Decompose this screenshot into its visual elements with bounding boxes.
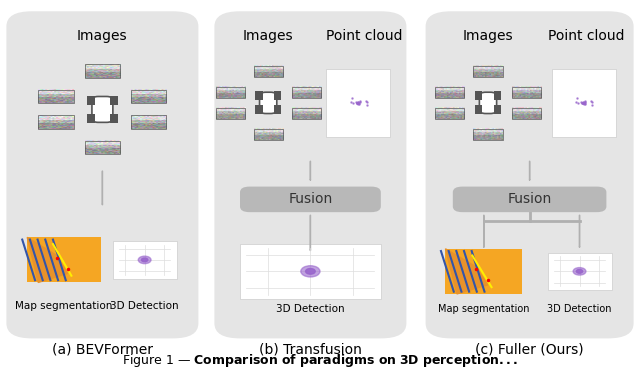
FancyBboxPatch shape [214, 11, 406, 338]
Text: (b) Transfusion: (b) Transfusion [259, 343, 362, 357]
Text: Point cloud: Point cloud [547, 29, 624, 43]
Bar [548, 253, 612, 290]
Circle shape [138, 256, 151, 264]
Bar [87, 96, 95, 105]
Text: Images: Images [77, 29, 128, 43]
Bar [511, 108, 541, 119]
Bar [38, 90, 74, 103]
Bar [84, 64, 120, 78]
Text: Fusion: Fusion [288, 193, 333, 206]
Bar [27, 237, 101, 282]
Bar [511, 87, 541, 98]
Circle shape [573, 268, 586, 275]
Bar [216, 108, 244, 119]
Bar [435, 108, 465, 119]
FancyBboxPatch shape [479, 92, 497, 114]
Bar [131, 90, 166, 103]
Bar [84, 141, 120, 155]
FancyBboxPatch shape [92, 97, 113, 122]
Bar [475, 91, 483, 100]
Text: (a) BEVFormer: (a) BEVFormer [52, 343, 153, 357]
Bar [113, 241, 177, 279]
FancyBboxPatch shape [240, 186, 381, 212]
Text: 3D Detection: 3D Detection [276, 304, 345, 314]
Bar [445, 249, 522, 294]
FancyBboxPatch shape [260, 92, 276, 114]
Bar [253, 66, 283, 77]
Bar [552, 69, 616, 137]
Bar [493, 106, 501, 115]
Bar [131, 115, 166, 129]
Text: Images: Images [243, 29, 294, 43]
Bar [292, 108, 321, 119]
Text: Map segmentation: Map segmentation [438, 304, 529, 314]
Bar [110, 96, 118, 105]
Polygon shape [27, 237, 68, 282]
Circle shape [301, 266, 320, 277]
Text: Fusion: Fusion [508, 193, 552, 206]
Bar [110, 114, 118, 123]
Text: (c) Fuller (Ours): (c) Fuller (Ours) [476, 343, 584, 357]
Circle shape [576, 270, 583, 273]
Text: Map segmentation: Map segmentation [15, 301, 113, 311]
FancyBboxPatch shape [426, 11, 634, 338]
Polygon shape [445, 249, 488, 294]
Bar [292, 87, 321, 98]
Text: Images: Images [463, 29, 513, 43]
Bar [38, 115, 74, 129]
Bar [493, 91, 501, 100]
Bar [274, 91, 282, 100]
Bar [255, 91, 262, 100]
Bar [326, 69, 390, 137]
Bar [475, 106, 483, 115]
Bar [253, 129, 283, 140]
Text: Figure 1 — $\bf{Comparison\ of\ paradigms\ on\ 3D\ perception...}$: Figure 1 — $\bf{Comparison\ of\ paradigm… [122, 352, 518, 370]
FancyBboxPatch shape [453, 186, 607, 212]
Text: Point cloud: Point cloud [326, 29, 403, 43]
Circle shape [305, 268, 315, 274]
Bar [87, 114, 95, 123]
Bar [474, 66, 502, 77]
Bar [216, 87, 244, 98]
Bar [240, 244, 381, 299]
Bar [474, 129, 502, 140]
Text: 3D Detection: 3D Detection [547, 304, 612, 314]
Bar [255, 106, 262, 115]
Bar [274, 106, 282, 115]
Text: 3D Detection: 3D Detection [110, 301, 179, 311]
Bar [435, 87, 465, 98]
FancyBboxPatch shape [6, 11, 198, 338]
Circle shape [141, 258, 148, 262]
